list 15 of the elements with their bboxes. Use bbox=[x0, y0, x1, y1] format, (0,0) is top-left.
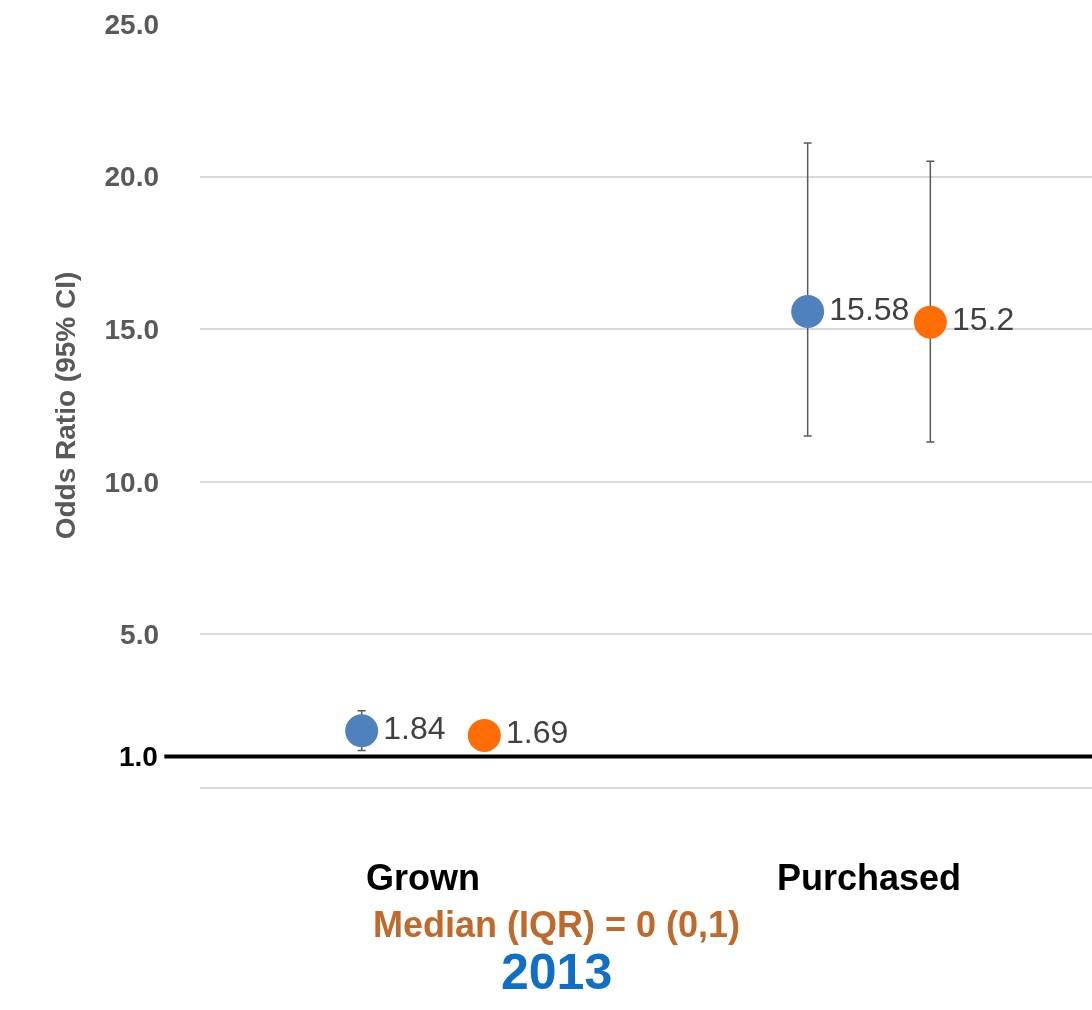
data-label: 15.2 bbox=[951, 301, 1015, 338]
text: Median (IQR) = 0 (0,1) bbox=[373, 904, 741, 945]
y-axis-title: Odds Ratio (95% CI) bbox=[50, 271, 82, 540]
data-label: 1.84 bbox=[383, 709, 446, 746]
x-tick-label: Purchased bbox=[776, 857, 962, 899]
data-label: 1.69 bbox=[505, 714, 569, 751]
y-tick-label: 20.0 bbox=[104, 161, 159, 193]
ref-line-label: 1.0 bbox=[119, 741, 158, 772]
y-tick-label: 10.0 bbox=[104, 466, 159, 498]
text: 2013 bbox=[501, 944, 613, 1000]
y-tick-label: 15.0 bbox=[104, 314, 159, 345]
y-tick-label: 5.0 bbox=[120, 619, 159, 651]
x-tick-label: Grown bbox=[366, 857, 480, 899]
y-tick-label: 25.0 bbox=[104, 8, 159, 40]
data-label: 15.58 bbox=[829, 290, 910, 327]
